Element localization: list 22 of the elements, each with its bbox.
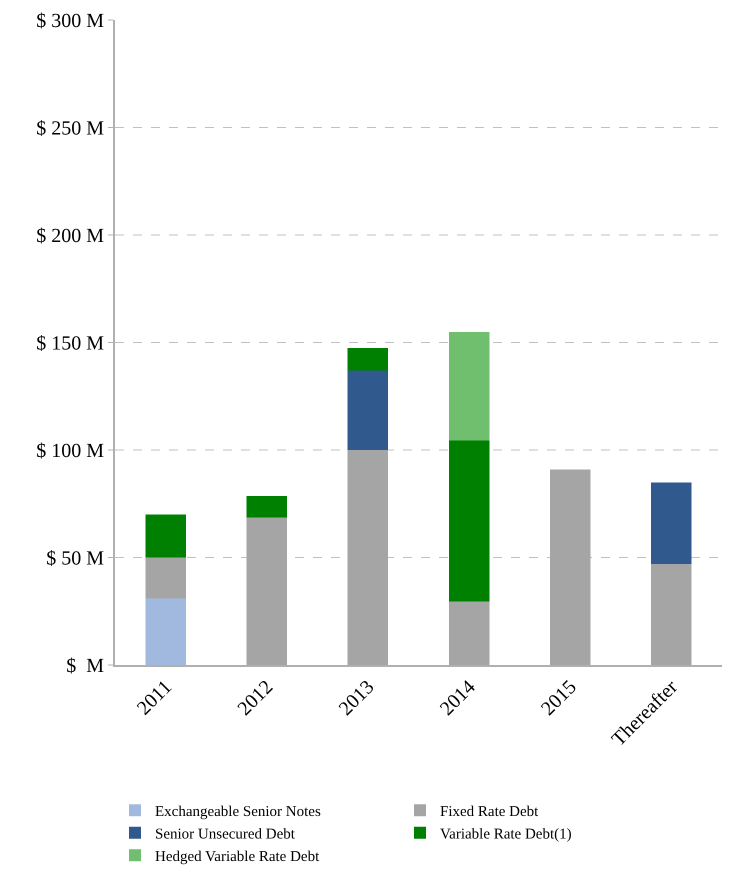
- legend-label: Hedged Variable Rate Debt: [155, 849, 320, 866]
- bar: [145, 598, 186, 665]
- y-tick-label: $ 250 M: [36, 118, 104, 140]
- legend-label: Exchangeable Senior Notes: [155, 804, 321, 820]
- x-tick-label: 2011: [132, 676, 176, 720]
- y-tick-label: $ 100 M: [36, 440, 104, 462]
- y-tick-label: $ M: [66, 655, 104, 677]
- y-tick-label: $ 200 M: [36, 225, 104, 247]
- y-tick-label: $ 150 M: [36, 332, 104, 354]
- bar: [246, 496, 287, 518]
- y-tick-label: $ 300 M: [36, 10, 104, 32]
- legend-label: Senior Unsecured Debt: [155, 826, 296, 843]
- bar: [448, 332, 490, 440]
- bar: [651, 482, 692, 564]
- bar: [448, 440, 490, 602]
- bar: [145, 514, 186, 558]
- bar: [348, 370, 388, 450]
- bar: [145, 558, 186, 598]
- legend-label: Fixed Rate Debt: [440, 804, 540, 820]
- bar: [348, 348, 388, 370]
- legend-label: Variable Rate Debt(1): [440, 826, 572, 843]
- y-tick-label: $ 50 M: [46, 548, 104, 570]
